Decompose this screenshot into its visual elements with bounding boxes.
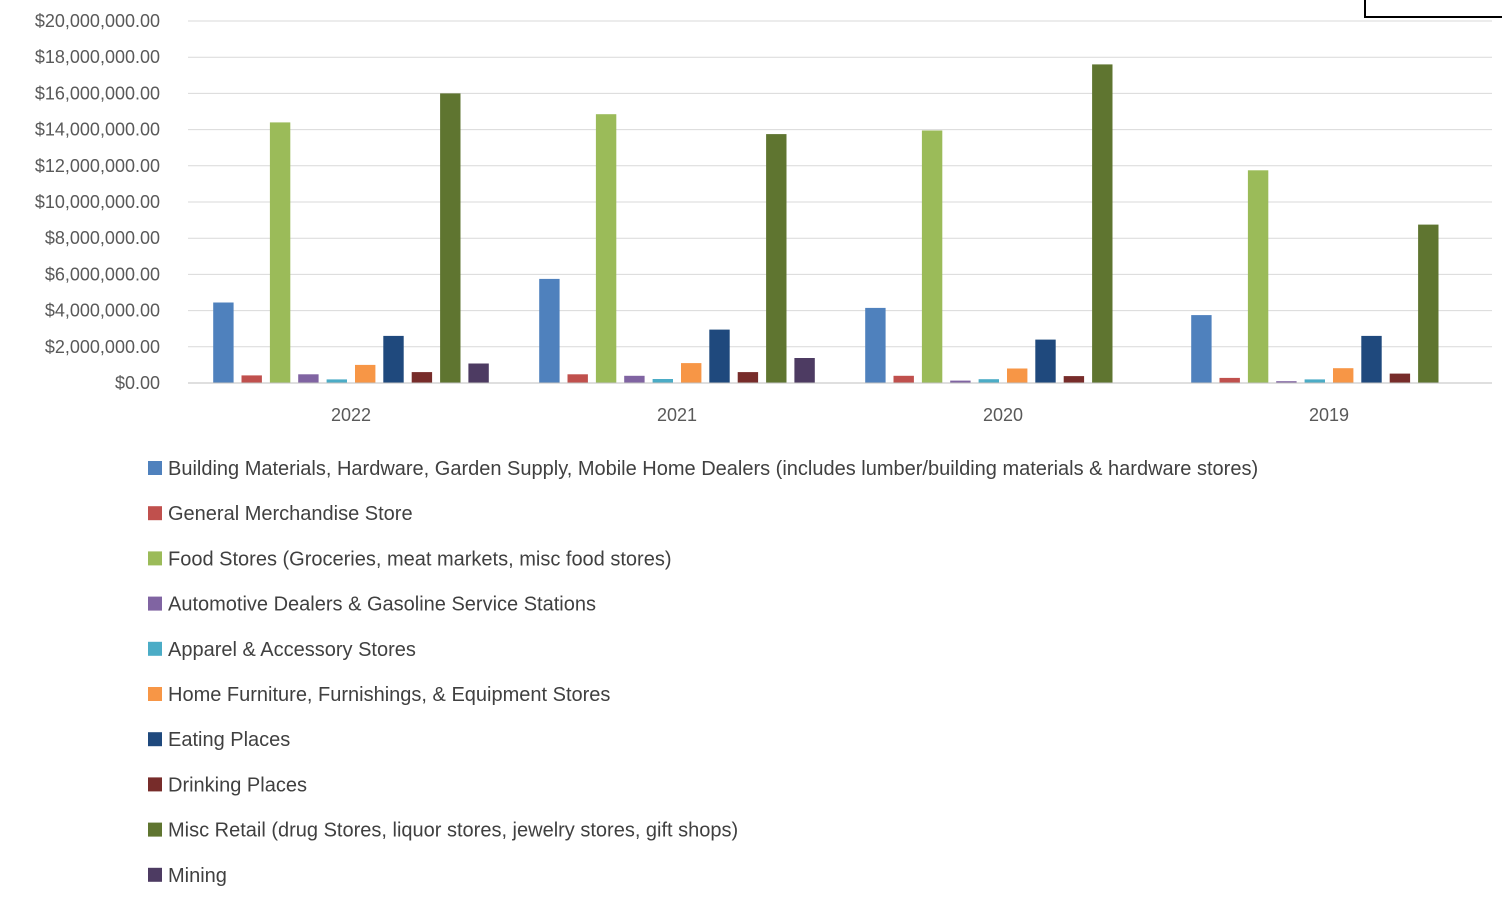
legend-label: Drinking Places [168, 774, 307, 796]
x-axis-tick-labels: 2022 2021 2020 2019 [331, 405, 1349, 425]
legend-item: General Merchandise Store [148, 503, 413, 525]
bar [737, 372, 759, 383]
legend-swatch [148, 777, 162, 792]
y-tick-label: $2,000,000.00 [45, 337, 160, 357]
bar [1304, 379, 1325, 383]
legend-swatch [148, 506, 162, 521]
bar [1333, 368, 1354, 383]
legend-label: Automotive Dealers & Gasoline Service St… [168, 594, 596, 616]
legend-swatch [148, 551, 162, 566]
legend-swatch [148, 867, 162, 882]
bar [794, 358, 815, 383]
y-axis-tick-labels: $0.00 $2,000,000.00 $4,000,000.00 $6,000,00… [35, 11, 160, 393]
bar [1007, 368, 1028, 383]
y-tick-label: $16,000,000.00 [35, 83, 160, 103]
y-tick-label: $0.00 [115, 373, 160, 393]
bar [1361, 335, 1382, 383]
y-tick-label: $8,000,000.00 [45, 228, 160, 248]
bar [921, 130, 943, 383]
bar [766, 134, 787, 383]
x-tick-label: 2020 [983, 405, 1023, 425]
legend-label: General Merchandise Store [168, 503, 413, 525]
bar [624, 375, 645, 383]
legend-swatch [148, 732, 162, 747]
bar [1418, 224, 1439, 383]
legend-item: Home Furniture, Furnishings, & Equipment… [148, 684, 610, 706]
bar [355, 364, 376, 383]
chart-frame-corner [1364, 0, 1502, 18]
x-tick-label: 2022 [331, 405, 371, 425]
legend-item: Mining [148, 865, 227, 887]
legend: Building Materials, Hardware, Garden Sup… [148, 458, 1258, 887]
bar [213, 302, 234, 383]
bar [298, 374, 319, 383]
legend-swatch [148, 461, 162, 475]
y-tick-label: $18,000,000.00 [35, 47, 160, 67]
bar [595, 114, 617, 383]
bar [411, 372, 433, 383]
bar [1063, 376, 1085, 383]
y-tick-label: $4,000,000.00 [45, 301, 160, 321]
y-tick-label: $20,000,000.00 [35, 11, 160, 31]
legend-label: Apparel & Accessory Stores [168, 639, 416, 661]
bar [1035, 339, 1056, 383]
bar [1191, 315, 1212, 383]
legend-swatch [148, 596, 162, 611]
legend-item: Misc Retail (drug Stores, liquor stores,… [148, 820, 738, 842]
legend-label: Building Materials, Hardware, Garden Sup… [168, 458, 1258, 480]
legend-item: Drinking Places [148, 774, 307, 796]
bar [567, 374, 588, 383]
bar [709, 329, 730, 383]
bars [213, 64, 1439, 384]
bar [893, 375, 914, 383]
bar [652, 379, 673, 383]
bar [681, 363, 702, 383]
legend-label: Mining [168, 865, 227, 887]
bar [383, 335, 404, 383]
bar [1247, 170, 1269, 383]
bar [950, 380, 971, 383]
bar [539, 278, 560, 383]
y-tick-label: $10,000,000.00 [35, 192, 160, 212]
legend-label: Home Furniture, Furnishings, & Equipment… [168, 684, 610, 706]
legend-swatch [148, 687, 162, 701]
legend-swatch [148, 641, 162, 656]
y-tick-label: $12,000,000.00 [35, 156, 160, 176]
legend-item: Apparel & Accessory Stores [148, 639, 416, 661]
legend-item: Food Stores (Groceries, meat markets, mi… [148, 548, 672, 570]
bar [978, 379, 999, 383]
bar [865, 307, 886, 383]
gridlines [188, 20, 1492, 348]
bar [440, 93, 461, 384]
x-tick-label: 2021 [657, 405, 697, 425]
legend-item: Automotive Dealers & Gasoline Service St… [148, 594, 596, 616]
legend-item: Building Materials, Hardware, Garden Sup… [148, 458, 1258, 480]
legend-label: Food Stores (Groceries, meat markets, mi… [168, 548, 672, 570]
bar [269, 122, 291, 384]
bar [1276, 381, 1297, 383]
legend-swatch [148, 822, 162, 837]
legend-label: Eating Places [168, 729, 290, 751]
x-tick-label: 2019 [1309, 405, 1349, 425]
bar [326, 379, 347, 383]
legend-label: Misc Retail (drug Stores, liquor stores,… [168, 820, 738, 842]
legend-item: Eating Places [148, 729, 290, 751]
y-tick-label: $6,000,000.00 [45, 264, 160, 284]
y-tick-label: $14,000,000.00 [35, 120, 160, 140]
bar [1389, 373, 1411, 383]
bar [1092, 64, 1113, 384]
bar [1219, 377, 1240, 383]
bar [241, 375, 262, 383]
bar [468, 363, 489, 383]
